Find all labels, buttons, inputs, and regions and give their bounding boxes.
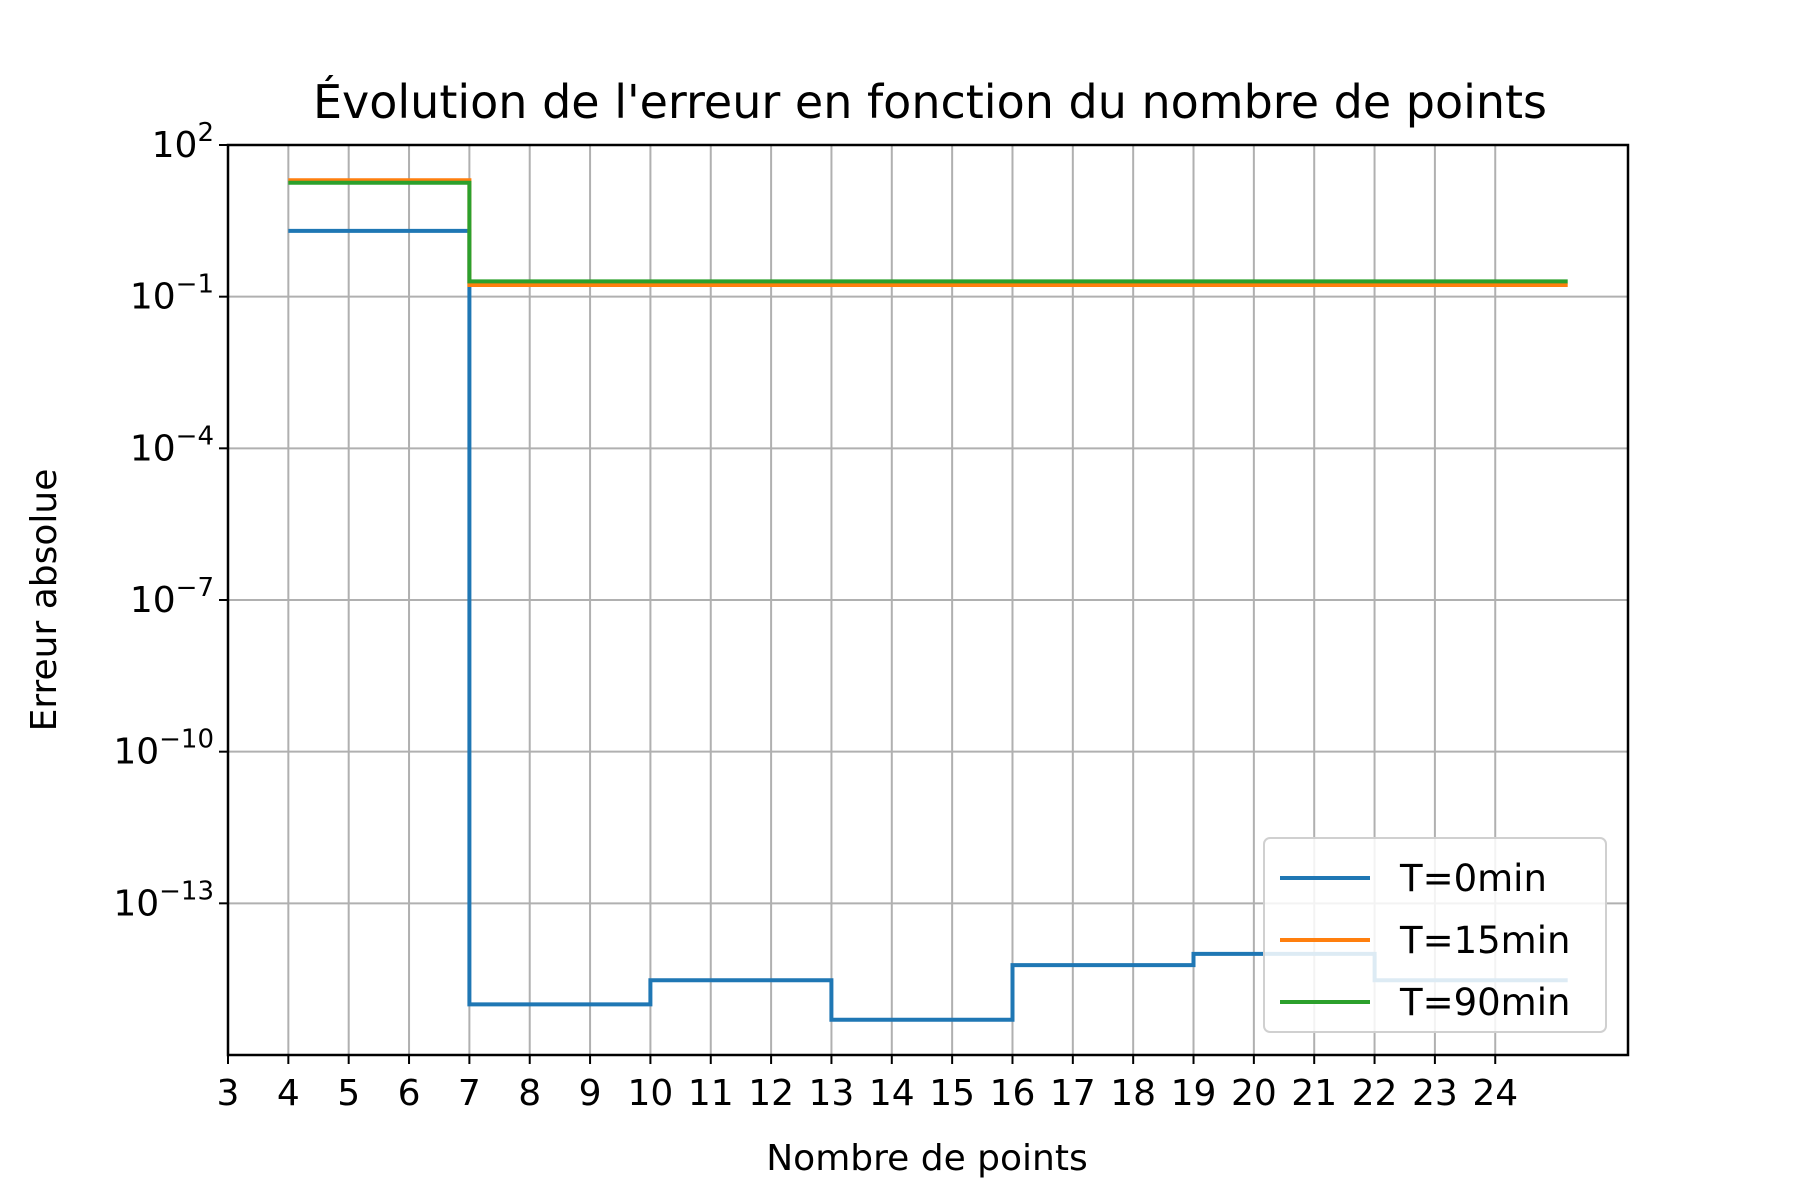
y-tick-label: 10−10 <box>113 725 214 773</box>
series-line-t-90min <box>288 180 1568 284</box>
legend-label-t-90min: T=90min <box>1399 981 1570 1024</box>
x-tick-label: 20 <box>1231 1073 1277 1114</box>
chart-title: Évolution de l'erreur en fonction du nom… <box>313 75 1547 129</box>
x-tick-label: 9 <box>579 1073 602 1114</box>
y-axis-label: Erreur absolue <box>24 469 65 732</box>
x-tick-label: 17 <box>1050 1073 1096 1114</box>
x-tick-label: 8 <box>518 1073 541 1114</box>
legend-label-t-0min: T=0min <box>1399 857 1547 900</box>
x-tick-label: 7 <box>458 1073 481 1114</box>
y-tick-label: 10−13 <box>113 876 214 924</box>
x-tick-label: 4 <box>277 1073 300 1114</box>
y-tick-label: 10−7 <box>130 573 214 621</box>
x-tick-label: 5 <box>337 1073 360 1114</box>
x-tick-label: 19 <box>1171 1073 1217 1114</box>
y-tick-label: 102 <box>152 118 214 166</box>
x-axis-ticks: 3 4 5 6 7 8 9 10 11 12 13 14 15 16 17 18 19 20 21 22 23 24 <box>217 1055 1518 1114</box>
x-tick-label: 24 <box>1472 1073 1518 1114</box>
x-tick-label: 12 <box>748 1073 794 1114</box>
x-tick-label: 15 <box>929 1073 975 1114</box>
y-tick-label: 10−4 <box>130 421 214 469</box>
y-axis-ticks: 102 10−1 10−4 10−7 10−10 10−13 <box>113 118 228 924</box>
legend-label-t-15min: T=15min <box>1399 919 1570 962</box>
x-tick-label: 23 <box>1412 1073 1458 1114</box>
y-tick-label: 10−1 <box>130 270 214 318</box>
x-tick-label: 14 <box>869 1073 915 1114</box>
x-tick-label: 21 <box>1291 1073 1337 1114</box>
x-tick-label: 22 <box>1352 1073 1398 1114</box>
x-tick-label: 3 <box>217 1073 240 1114</box>
x-tick-label: 10 <box>628 1073 674 1114</box>
x-tick-label: 16 <box>990 1073 1036 1114</box>
x-tick-label: 13 <box>809 1073 855 1114</box>
x-tick-label: 11 <box>688 1073 734 1114</box>
legend: T=0min T=15min T=90min <box>1263 837 1607 1033</box>
x-tick-label: 18 <box>1110 1073 1156 1114</box>
x-tick-label: 6 <box>398 1073 421 1114</box>
x-axis-label: Nombre de points <box>766 1138 1088 1179</box>
legend-box <box>1263 837 1607 1033</box>
